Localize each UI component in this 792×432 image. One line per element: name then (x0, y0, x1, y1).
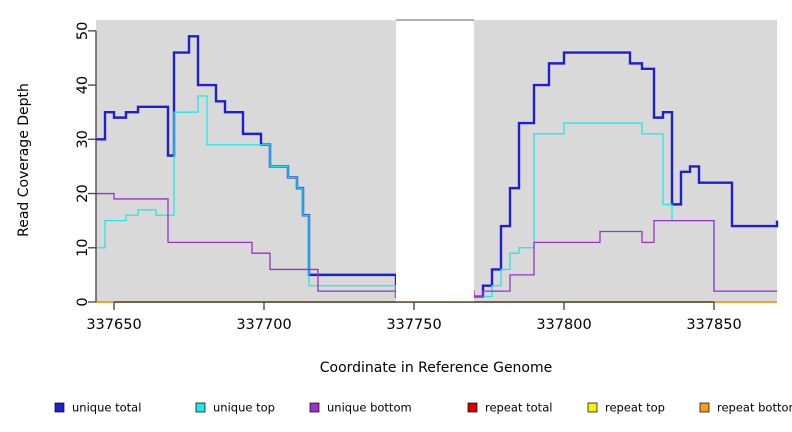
y-tick-label: 30 (75, 130, 91, 148)
gap-region-mask (396, 19, 474, 302)
legend-label: repeat bottom (717, 401, 792, 415)
axes-layer (88, 30, 715, 310)
legend-label: repeat top (605, 401, 665, 415)
legend-label: unique bottom (327, 401, 412, 415)
series-line-unique-top (96, 95, 777, 298)
legend-swatch (587, 402, 598, 413)
y-tick-label: 40 (75, 76, 91, 94)
tick-labels-layer: 0 10 20 30 40 50 337650 337700 337750 337800 33785… (75, 22, 742, 333)
legend: unique total unique top unique bottom repea… (54, 401, 792, 415)
y-tick-label: 50 (75, 22, 91, 40)
legend-item-repeat-bottom: repeat bottom (699, 401, 792, 415)
x-tick-label: 337700 (236, 317, 291, 333)
legend-swatch (699, 402, 710, 413)
coverage-gap-region (396, 19, 474, 302)
x-axis-title: Coordinate in Reference Genome (320, 360, 553, 376)
legend-item-unique-total: unique total (54, 401, 141, 415)
legend-swatch (467, 402, 478, 413)
x-tick-label: 337750 (386, 317, 441, 333)
y-tick-label: 10 (75, 239, 91, 257)
legend-swatch (195, 402, 206, 413)
x-tick-label: 337800 (536, 317, 591, 333)
legend-item-unique-bottom: unique bottom (309, 401, 412, 415)
legend-label: unique top (213, 401, 275, 415)
legend-item-unique-top: unique top (195, 401, 275, 415)
legend-swatch (309, 402, 320, 413)
legend-label: unique total (72, 401, 141, 415)
legend-item-repeat-top: repeat top (587, 401, 665, 415)
y-tick-label: 20 (75, 184, 91, 202)
legend-swatch (54, 402, 65, 413)
y-tick-label: 0 (75, 297, 91, 306)
legend-item-repeat-total: repeat total (467, 401, 552, 415)
x-tick-label: 337650 (86, 317, 141, 333)
x-tick-label: 337850 (686, 317, 741, 333)
legend-label: repeat total (485, 401, 552, 415)
y-axis-title: Read Coverage Depth (16, 83, 32, 237)
series-line-unique-bottom (96, 192, 777, 298)
